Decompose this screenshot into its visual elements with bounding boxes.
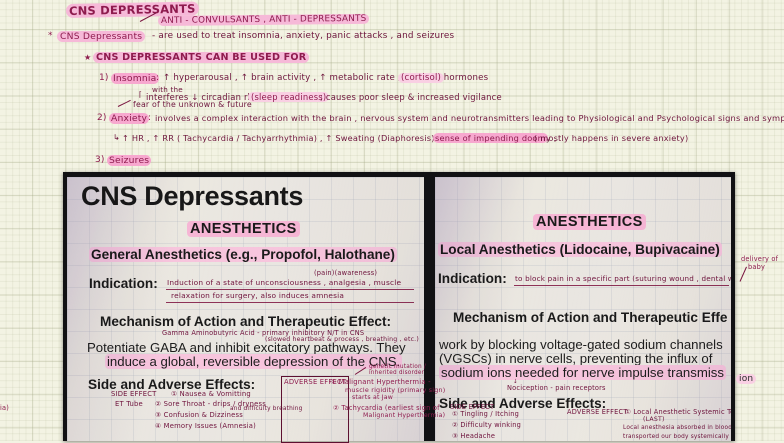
right-adverse-effect-header: ADVERSE EFFECT xyxy=(567,408,628,416)
note-item-2-colon: : xyxy=(148,113,152,123)
right-adverse-effect-last: (LAST) xyxy=(643,416,665,423)
overlay-left-adverse-2: muscle rigidity (primary sign) xyxy=(345,386,446,394)
right-indication-hw: to block pain in a specific part (suturi… xyxy=(515,274,731,283)
note-item-3-term: Seizures xyxy=(107,155,152,166)
right-side-effect-2: ② Difficulty winking xyxy=(452,421,522,429)
left-moa-line-1: Potentiate GABA and inhibit excitatory p… xyxy=(87,340,406,355)
right-side-effect-3: ③ Headache xyxy=(452,432,496,440)
note-item-1-tag: (cortisol) xyxy=(398,73,445,83)
note-item-2-annotation: fear of the unknown & future xyxy=(133,100,252,109)
left-moa-note-2: (slowed heartbeat & process , breathing … xyxy=(265,336,419,343)
left-section-heading: ANESTHETICS xyxy=(187,221,300,237)
handout-title: CNS Depressants xyxy=(81,181,304,211)
left-side-effect-header: SIDE EFFECT xyxy=(111,390,157,398)
left-side-effect-4: ④ Memory Issues (Amnesia) xyxy=(155,422,256,430)
notes-definition-text: - are used to treat insomnia, anxiety, p… xyxy=(152,31,455,41)
note-item-3-number: 3) xyxy=(95,155,105,165)
right-nociception-note: Nociception - pain receptors xyxy=(507,384,606,392)
note-item-1-sub-tag: (sleep readiness) xyxy=(248,92,330,102)
right-moa-label: Mechanism of Action and Therapeutic Effe xyxy=(453,310,728,325)
right-adverse-label: Side and Adverse Effects: xyxy=(439,396,607,411)
left-et-tube-note: ET Tube xyxy=(115,400,143,408)
left-indication-hw-line2: relaxation for surgery, also induces amn… xyxy=(171,291,345,300)
note-item-1-sub-small: with the xyxy=(152,85,183,94)
section-header-star: ★ xyxy=(84,53,92,62)
overlay-left-adverse-4: ② Tachycardia (earliest sign of xyxy=(333,404,440,412)
note-item-2-sub-rest: ( mostly happens in severe anxiety) xyxy=(534,133,689,143)
note-item-1-sub: interferes ↓ circadian rhythm xyxy=(146,92,276,102)
note-item-1-term: Insomnia xyxy=(111,73,159,84)
note-item-1-sub-rest: ; causes poor sleep & increased vigilanc… xyxy=(320,92,502,102)
note-item-2-body: involves a complex interaction with the … xyxy=(155,113,784,123)
left-indication-hw-line1: Induction of a state of unconsciousness … xyxy=(167,278,402,287)
left-moa-label: Mechanism of Action and Therapeutic Effe… xyxy=(100,314,392,329)
note-item-2-sub: ↑ HR , ↑ RR ( Tachycardia / Tachyarrhyth… xyxy=(122,133,557,143)
right-section-heading: ANESTHETICS xyxy=(533,214,646,230)
overlay-left-adverse-1: ① Malignant Hyperthermia - xyxy=(330,378,431,386)
overlay-left-adverse-3: starts at Jaw xyxy=(352,394,394,401)
delivery-note-line1: delivery of xyxy=(741,255,779,263)
right-indication-label: Indication: xyxy=(438,271,507,286)
right-side-effect-1: ① Tingling / Itching xyxy=(452,410,520,418)
left-side-effect-2: ② Sore Throat - drips / dryness xyxy=(155,400,266,408)
note-item-1-body: ↑ hyperarousal , ↑ brain activity , ↑ me… xyxy=(163,73,489,83)
note-item-2-sub-tick: ↳ xyxy=(113,133,120,142)
overlay-left-adverse-header: ADVERSE EFFECT xyxy=(284,378,347,386)
note-item-1-colon: : xyxy=(156,73,160,83)
handout-photo: CNS Depressants ANESTHETICS General Anes… xyxy=(63,172,735,441)
genetic-note-line2: inherited disorder xyxy=(369,370,425,376)
note-item-2-sub-tag: sense of impending doom xyxy=(433,133,548,143)
right-side-effect-header: SIDE EFFECT xyxy=(450,403,495,411)
note-item-1-number: 1) xyxy=(99,73,109,83)
overlay-left-adverse-5: Malignant Hyperthermia) xyxy=(363,412,446,419)
right-nociception-arrow: ↓ xyxy=(513,379,518,385)
left-drug-class: General Anesthetics (e.g., Propofol, Hal… xyxy=(89,247,397,262)
left-indication-note: (pain)(awareness) xyxy=(314,269,378,277)
right-drug-class: Local Anesthetics (Lidocaine, Bupivacain… xyxy=(438,242,722,257)
right-adverse-effect-4: transported our body systemically xyxy=(623,434,730,440)
left-margin-fragment: ia) xyxy=(0,404,10,412)
left-moa-note-1: Gamma Aminobutyric Acid - primary inhibi… xyxy=(162,329,365,337)
note-item-1-sub-tick: ⌈ xyxy=(139,90,143,99)
moa-line3-tail: ion xyxy=(736,374,757,384)
delivery-note-line2: baby xyxy=(748,263,766,271)
left-side-effect-3: ③ Confusion & Dizziness xyxy=(155,411,244,419)
left-side-effect-1: ① Nausea & Vomitting xyxy=(171,390,251,398)
note-item-2-term: Anxiety xyxy=(109,113,150,124)
left-moa-line-2: induce a global, reversible depression o… xyxy=(105,354,403,369)
left-indication-underline-1 xyxy=(166,289,414,290)
left-adverse-label: Side and Adverse Effects: xyxy=(88,377,256,392)
left-indication-underline-2 xyxy=(166,302,414,303)
notes-definition-label: CNS Depressants xyxy=(57,31,146,42)
right-moa-line-2: (VGSCs) in nerve cells, preventing the i… xyxy=(439,351,713,366)
right-moa-line-3: sodium ions needed for nerve impulse tra… xyxy=(439,365,726,380)
handout-right-page: ANESTHETICS Local Anesthetics (Lidocaine… xyxy=(435,177,731,441)
right-indication-underline xyxy=(514,285,729,286)
notes-section-header: CNS DEPRESSANTS CAN BE USED FOR xyxy=(93,52,310,63)
right-adverse-effect-1: ① Local Anesthetic Systemic Toxicity xyxy=(625,408,731,416)
left-side-effect-2b: and difficulty breathing xyxy=(230,406,303,412)
notes-definition-bullet: * xyxy=(48,31,53,41)
left-indication-label: Indication: xyxy=(89,276,158,291)
handout-left-page: CNS Depressants ANESTHETICS General Anes… xyxy=(67,177,424,441)
genetic-note-line1: genetic mutation / xyxy=(369,364,427,370)
note-item-2-number: 2) xyxy=(97,113,107,123)
right-adverse-effect-3: Local anesthesia absorbed in blood strea… xyxy=(623,425,731,431)
right-moa-line-1: work by blocking voltage-gated sodium ch… xyxy=(439,337,723,352)
